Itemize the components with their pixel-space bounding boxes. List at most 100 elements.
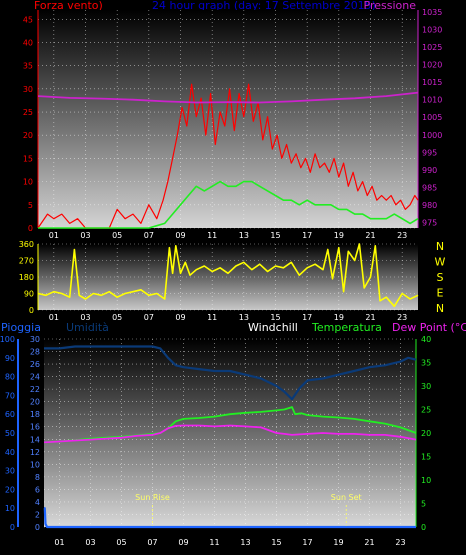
humidity-tick-label: 28 xyxy=(30,348,40,357)
rain-tick-label: 40 xyxy=(5,448,15,457)
rain-tick-label: 0 xyxy=(10,523,15,532)
pressure-tick-label: 1030 xyxy=(422,25,442,34)
humidity-tick-label: 26 xyxy=(30,360,40,369)
compass-label: S xyxy=(437,271,444,284)
x-tick-label: 05 xyxy=(116,538,126,547)
humidity-tick-label: 24 xyxy=(30,373,40,382)
x-tick-label: 23 xyxy=(395,538,405,547)
x-tick-label: 17 xyxy=(302,313,312,322)
pressure-tick-label: 995 xyxy=(422,148,437,157)
wind-tick-label: 35 xyxy=(23,62,33,71)
x-tick-label: 11 xyxy=(207,231,217,240)
x-tick-label: 09 xyxy=(178,538,188,547)
wind-plot-area xyxy=(38,10,418,228)
x-tick-label: 05 xyxy=(112,313,122,322)
compass-label: N xyxy=(436,240,444,253)
humidity-tick-label: 22 xyxy=(30,385,40,394)
x-tick-label: 09 xyxy=(175,231,185,240)
x-tick-label: 21 xyxy=(364,538,374,547)
compass-label: W xyxy=(435,256,446,269)
x-tick-label: 07 xyxy=(144,313,154,322)
humidity-tick-label: 4 xyxy=(35,498,40,507)
rain-tick-label: 90 xyxy=(5,354,15,363)
wind-tick-label: 10 xyxy=(23,178,33,187)
wind-average-line xyxy=(38,180,419,229)
rain-tick-label: 50 xyxy=(5,429,15,438)
wind-tick-label: 5 xyxy=(28,201,33,210)
wind-tick-label: 0 xyxy=(28,224,33,233)
temperature-tick-label: 0 xyxy=(421,523,426,532)
x-tick-label: 03 xyxy=(80,231,90,240)
humidity-tick-label: 12 xyxy=(30,448,40,457)
humidity-tick-label: 0 xyxy=(35,523,40,532)
wind-axis-label: Forza vento) xyxy=(34,0,103,12)
pressure-tick-label: 975 xyxy=(422,219,437,228)
x-tick-label: 11 xyxy=(209,538,219,547)
x-tick-label: 15 xyxy=(271,538,281,547)
pressure-tick-label: 985 xyxy=(422,184,437,193)
x-tick-label: 13 xyxy=(240,538,250,547)
temperature-tick-label: 30 xyxy=(421,382,431,391)
compass-label: E xyxy=(437,287,444,300)
x-tick-label: 13 xyxy=(239,313,249,322)
x-tick-label: 15 xyxy=(270,313,280,322)
wind-tick-label: 30 xyxy=(23,85,33,94)
rain-line xyxy=(43,507,416,529)
humidity-tick-label: 8 xyxy=(35,473,40,482)
temperature-tick-label: 5 xyxy=(421,500,426,509)
humidity-tick-label: 10 xyxy=(30,460,40,469)
pressure-tick-label: 980 xyxy=(422,201,437,210)
pressure-tick-label: 1010 xyxy=(422,96,442,105)
temperature-tick-label: 25 xyxy=(421,406,431,415)
pressure-tick-label: 1035 xyxy=(422,8,442,17)
wind-tick-label: 15 xyxy=(23,154,33,163)
temperature-tick-label: 40 xyxy=(421,335,431,344)
x-tick-label: 21 xyxy=(365,313,375,322)
x-tick-label: 01 xyxy=(54,538,64,547)
temperature-tick-label: 10 xyxy=(421,476,431,485)
sun-annotation: Sun Set xyxy=(331,493,362,502)
sun-annotation: Sun Rise xyxy=(135,493,170,502)
temperature-humidity-chart: 0102030405060708090100024681012141618202… xyxy=(0,335,431,547)
x-tick-label: 21 xyxy=(365,231,375,240)
rain-tick-label: 80 xyxy=(5,373,15,382)
wind-tick-label: 45 xyxy=(23,15,33,24)
rain-tick-label: 70 xyxy=(5,391,15,400)
wind-tick-label: 40 xyxy=(23,38,33,47)
wind-gust-line xyxy=(37,83,419,229)
humidity-tick-label: 18 xyxy=(30,410,40,419)
x-tick-label: 03 xyxy=(80,313,90,322)
direction-tick-label: 270 xyxy=(19,257,34,266)
x-tick-label: 07 xyxy=(147,538,157,547)
rain-axis-label: Pioggia xyxy=(1,321,41,334)
x-tick-label: 19 xyxy=(334,231,344,240)
x-tick-label: 23 xyxy=(397,313,407,322)
x-tick-label: 01 xyxy=(49,231,59,240)
x-tick-label: 15 xyxy=(270,231,280,240)
wind-direction-line xyxy=(37,243,419,308)
x-tick-label: 07 xyxy=(144,231,154,240)
wind-tick-label: 25 xyxy=(23,108,33,117)
x-tick-label: 13 xyxy=(239,231,249,240)
rain-tick-label: 100 xyxy=(0,335,15,344)
temperature-tick-label: 15 xyxy=(421,453,431,462)
pressure-tick-label: 1020 xyxy=(422,61,442,70)
x-tick-label: 05 xyxy=(112,231,122,240)
rain-tick-label: 10 xyxy=(5,504,15,513)
humidity-tick-label: 14 xyxy=(30,435,40,444)
temperature-tick-label: 35 xyxy=(421,359,431,368)
x-tick-label: 11 xyxy=(207,313,217,322)
x-tick-label: 09 xyxy=(175,313,185,322)
direction-tick-label: 0 xyxy=(29,306,34,315)
temperature-tick-label: 20 xyxy=(421,429,431,438)
x-tick-label: 01 xyxy=(49,313,59,322)
dewpoint-line xyxy=(43,424,417,444)
direction-tick-label: 360 xyxy=(19,240,34,249)
dewpoint-label: Dew Point (°C) xyxy=(392,321,466,334)
pressure-axis-label: Pressione xyxy=(364,0,417,12)
rain-tick-label: 20 xyxy=(5,485,15,494)
pressure-line xyxy=(37,91,419,104)
